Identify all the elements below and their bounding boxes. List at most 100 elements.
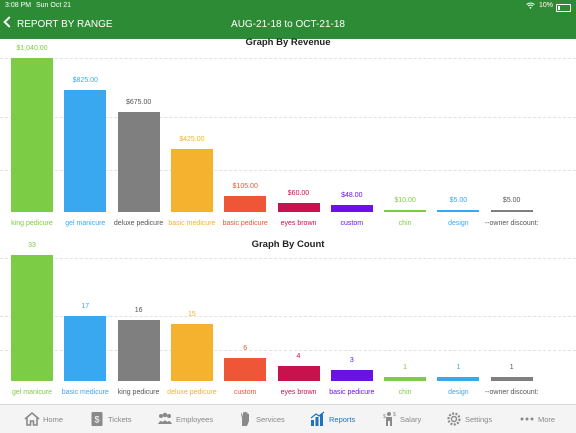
bar-value-label: 1	[509, 364, 514, 372]
tab-label: Employees	[176, 415, 214, 424]
battery-percent: 10%	[539, 2, 554, 9]
tickets-icon: $	[89, 411, 105, 427]
chart-bar	[224, 358, 267, 381]
tab-salary[interactable]: $ $ Salary	[381, 405, 447, 433]
tab-more[interactable]: More	[519, 405, 576, 433]
chart-bar	[64, 89, 107, 212]
bar-value-label: $5.00	[449, 197, 468, 204]
bar-value-label: $60.00	[287, 190, 310, 198]
category-label: eyes brown	[280, 389, 317, 396]
chart-title: Graph By Revenue	[245, 37, 331, 48]
tab-services[interactable]: Services	[237, 405, 303, 433]
back-button[interactable]: REPORT BY RANGE	[3, 16, 113, 30]
tab-home[interactable]: Home	[24, 405, 90, 433]
tab-employees[interactable]: Employees	[157, 405, 223, 433]
svg-text:$: $	[383, 414, 386, 420]
tab-tickets[interactable]: $ Tickets	[89, 405, 155, 433]
tab-settings[interactable]: Settings	[446, 405, 512, 433]
svg-text:$: $	[94, 415, 99, 425]
reports-icon	[310, 411, 326, 427]
chart-bar	[330, 204, 373, 212]
svg-text:$: $	[393, 412, 396, 418]
category-label: basic medicure	[61, 389, 109, 396]
chart-bar	[11, 58, 53, 212]
bar-value-label: $825.00	[72, 76, 98, 84]
salary-icon: $ $	[381, 411, 397, 427]
chart-bar	[330, 369, 373, 381]
bar-value-label: 16	[134, 306, 143, 314]
category-label: basic pedicure	[222, 220, 268, 227]
bar-value-label: 4	[296, 352, 301, 360]
chart-bar	[384, 210, 427, 212]
tab-label: Home	[43, 415, 64, 424]
category-label: custom	[340, 220, 364, 227]
settings-icon	[446, 411, 462, 427]
tab-reports[interactable]: Reports	[310, 405, 376, 433]
bar-value-label: $425.00	[179, 136, 205, 144]
bar-value-label: $105.00	[232, 183, 258, 191]
category-label: design	[448, 220, 469, 227]
more-icon	[519, 411, 535, 427]
employees-icon	[157, 411, 173, 427]
chart-bar	[170, 149, 213, 212]
status-bar: 3:08 PM Sun Oct 21 10%	[0, 0, 576, 12]
chart-bar	[384, 377, 427, 381]
bar-value-label: $10.00	[394, 197, 416, 204]
tab-label: Reports	[329, 415, 356, 424]
services-icon	[237, 411, 253, 427]
bar-value-label: 17	[81, 303, 90, 311]
gridline	[0, 258, 576, 259]
category-label: king pedicure	[117, 389, 160, 396]
tab-label: Services	[256, 415, 285, 424]
wifi-icon	[526, 2, 535, 11]
tab-label: More	[538, 415, 556, 424]
bar-value-label: $1,040.00	[16, 45, 48, 52]
category-label: design	[448, 389, 469, 396]
bar-value-label: 15	[187, 310, 196, 318]
home-icon	[24, 411, 40, 427]
chart-bar	[170, 323, 213, 381]
gridline	[0, 117, 576, 118]
chart-bar	[117, 112, 160, 212]
category-label: custom	[233, 389, 257, 396]
chart-bar	[437, 210, 480, 212]
bar-value-label: $5.00	[502, 197, 521, 204]
bar-value-label: 6	[243, 345, 248, 353]
bar-value-label: $675.00	[125, 99, 152, 107]
bar-value-label: $48.00	[341, 191, 363, 199]
tab-label: Salary	[400, 415, 422, 424]
gridline	[0, 170, 576, 171]
category-label: eyes brown	[280, 220, 317, 227]
chart-bar	[490, 377, 533, 381]
category-label: chin	[398, 389, 412, 396]
category-label: gel manicure	[65, 220, 106, 227]
chart-bar	[64, 316, 107, 381]
category-label: basic pedicure	[329, 389, 375, 396]
category-label: basic medicure	[168, 220, 216, 227]
bar-value-label: 3	[349, 356, 354, 364]
navigation-bar: REPORT BY RANGE AUG-21-18 to OCT-21-18	[0, 12, 576, 39]
chart-bar	[277, 365, 320, 381]
tab-label: Tickets	[108, 415, 132, 424]
chart-bar	[11, 255, 53, 381]
chart-bar	[437, 377, 480, 381]
category-label: deluxe pedicure	[167, 389, 217, 396]
chart-bar	[117, 319, 160, 381]
category-label: chin	[398, 220, 412, 227]
gridline	[0, 316, 576, 317]
gridline	[0, 350, 576, 351]
bar-value-label: 33	[28, 242, 36, 249]
category-label: king pedicure	[11, 220, 53, 227]
chart-bar	[277, 203, 320, 212]
bar-value-label: 1	[456, 364, 461, 372]
bar-value-label: 1	[403, 364, 408, 372]
page-title: AUG-21-18 to OCT-21-18	[231, 19, 345, 30]
tab-label: Settings	[465, 415, 493, 424]
status-time: 3:08 PM	[5, 2, 32, 9]
gridline	[0, 58, 576, 59]
tab-bar: Home $ Tickets Employees Services Reports $ $ Sa…	[0, 404, 576, 433]
chart-title: Graph By Count	[251, 239, 325, 250]
status-date: Sun Oct 21	[36, 2, 72, 9]
chart-bar	[224, 196, 267, 212]
category-label: deluxe pedicure	[113, 220, 164, 227]
